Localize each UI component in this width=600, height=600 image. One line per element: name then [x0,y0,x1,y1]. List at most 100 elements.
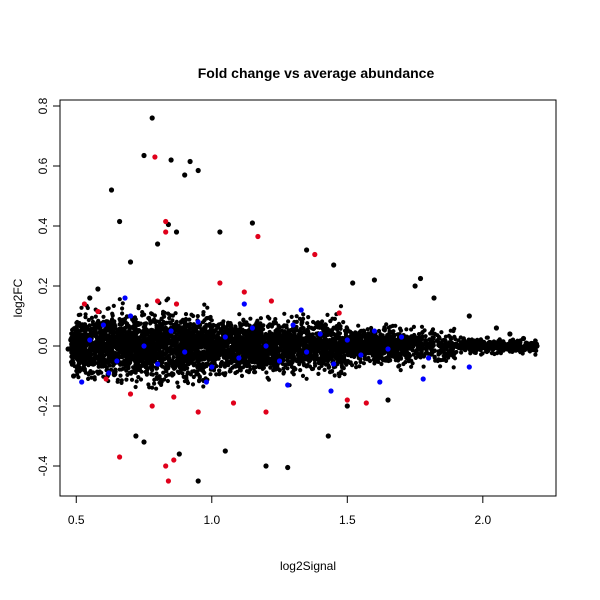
background-point [285,366,290,371]
background-point [183,317,188,322]
background-point [120,362,125,367]
background-point [183,312,189,317]
background-point [224,361,229,366]
background-point [201,384,206,389]
background-point [140,349,145,354]
background-point [82,366,87,371]
background-point [140,310,145,315]
background-point [69,342,74,347]
background-point [325,312,330,317]
background-point [231,331,236,336]
background-point [177,365,182,370]
background-point [376,328,382,334]
background-point [177,342,182,348]
background-point [484,349,489,354]
background-point [114,353,119,358]
background-point [206,329,212,334]
background-point [187,317,192,322]
background-point [297,362,302,367]
background-point [409,327,414,332]
background-point [160,364,165,369]
background-point [260,366,265,371]
background-point [420,334,425,339]
background-point [152,352,157,357]
background-point [324,358,329,363]
background-point [285,340,290,345]
background-point [120,306,125,311]
background-point [196,372,201,377]
background-point [208,372,213,377]
background-point [337,337,342,342]
background-point [282,323,287,328]
background-point [211,322,216,328]
background-point [79,332,84,337]
background-point [76,375,81,380]
background-point [289,314,294,319]
background-point [136,360,141,365]
background-point [297,316,302,321]
background-point [479,352,484,357]
background-point [448,328,453,333]
background-point [176,384,181,389]
background-point [78,357,83,362]
background-point [179,326,184,331]
background-point [154,386,159,391]
background-point [459,350,464,355]
background-point [410,348,415,353]
background-point [446,353,452,358]
background-point [404,334,409,339]
background-point [451,365,456,370]
background-point [500,340,505,345]
background-point [144,329,149,334]
background-point [167,315,172,321]
background-point [235,369,240,374]
background-point [267,316,272,321]
background-point [204,322,209,327]
background-point [75,319,80,325]
background-point [149,372,154,377]
background-point [366,331,371,336]
background-point [229,353,234,358]
background-point [129,349,134,354]
background-point [311,337,317,342]
background-point [163,352,168,357]
y-tick-label: 0.6 [36,157,50,174]
background-point [78,312,83,317]
background-point [93,314,98,319]
background-point [182,379,187,384]
background-point [164,361,169,366]
background-point [77,369,82,374]
background-point [214,372,219,377]
background-point [137,344,142,349]
background-point [361,361,366,366]
background-point [160,311,166,317]
background-point [290,327,295,332]
background-point [83,312,88,317]
background-point [312,349,317,354]
x-tick-label: 1.5 [339,513,356,527]
background-point [332,332,337,337]
background-point [419,324,425,329]
background-point [228,359,233,364]
background-point [108,323,113,328]
background-point [207,352,212,357]
background-point [322,367,327,372]
background-point [105,306,110,311]
background-point [70,355,75,360]
background-point [414,348,419,353]
background-point [356,323,361,328]
background-point [120,301,125,306]
background-point [474,343,479,348]
background-point [521,344,526,349]
background-point [193,339,198,344]
background-point [171,336,177,341]
background-point [403,360,408,365]
background-point [438,364,443,369]
background-point [218,321,224,326]
background-point [309,344,314,349]
background-point [116,344,121,349]
background-point [147,318,152,323]
background-point [311,319,316,325]
background-point [93,328,98,333]
